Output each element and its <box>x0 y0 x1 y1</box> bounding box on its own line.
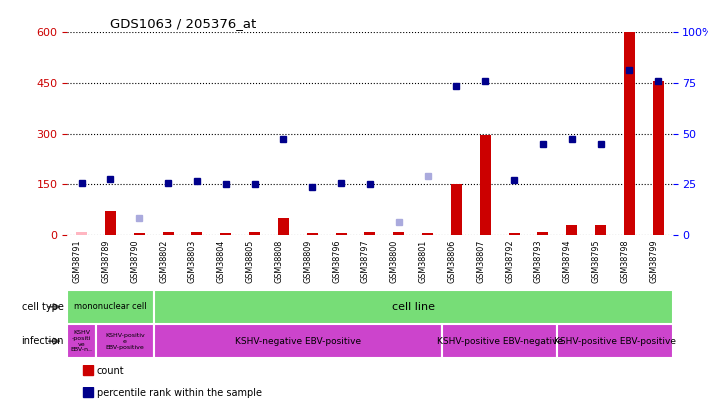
Bar <box>365 232 375 235</box>
Text: GSM38804: GSM38804 <box>217 239 226 283</box>
Text: KSHV-positive EBV-negative: KSHV-positive EBV-negative <box>437 337 563 346</box>
Bar <box>76 232 87 235</box>
Text: KSHV-positive EBV-positive: KSHV-positive EBV-positive <box>554 337 676 346</box>
Bar <box>451 184 462 235</box>
Text: GSM38797: GSM38797 <box>361 239 370 283</box>
Text: GSM38805: GSM38805 <box>246 239 255 283</box>
Text: GSM38791: GSM38791 <box>73 239 81 283</box>
Text: GSM38796: GSM38796 <box>332 239 341 283</box>
Bar <box>557 324 673 358</box>
Text: GSM38792: GSM38792 <box>505 239 514 283</box>
Text: GSM38809: GSM38809 <box>303 239 312 283</box>
Text: cell type: cell type <box>22 302 64 312</box>
Bar <box>508 233 520 235</box>
Bar <box>67 324 96 358</box>
Bar <box>96 324 154 358</box>
Bar <box>422 233 433 235</box>
Text: GSM38801: GSM38801 <box>418 239 428 283</box>
Text: GSM38808: GSM38808 <box>275 239 283 283</box>
Bar <box>653 81 663 235</box>
Bar <box>307 233 318 235</box>
Text: GSM38806: GSM38806 <box>447 239 457 283</box>
Bar <box>442 324 557 358</box>
Text: GSM38790: GSM38790 <box>130 239 139 283</box>
Text: GSM38800: GSM38800 <box>390 239 399 283</box>
Text: GSM38793: GSM38793 <box>534 239 543 283</box>
Text: GSM38803: GSM38803 <box>188 239 197 283</box>
Bar <box>278 218 289 235</box>
Bar <box>480 135 491 235</box>
Text: mononuclear cell: mononuclear cell <box>74 302 147 311</box>
Bar <box>154 290 673 324</box>
Bar <box>624 32 635 235</box>
Text: GSM38799: GSM38799 <box>649 239 658 283</box>
Text: KSHV
-positi
ve
EBV-n..: KSHV -positi ve EBV-n.. <box>71 330 93 352</box>
Text: GSM38798: GSM38798 <box>620 239 629 283</box>
Bar <box>154 324 442 358</box>
Bar <box>163 232 173 235</box>
Bar <box>105 211 116 235</box>
Text: cell line: cell line <box>392 302 435 312</box>
Bar <box>537 232 549 235</box>
Bar <box>134 233 145 235</box>
Text: count: count <box>97 366 125 375</box>
Text: GSM38807: GSM38807 <box>476 239 485 283</box>
Text: KSHV-positiv
e
EBV-positive: KSHV-positiv e EBV-positive <box>105 333 145 350</box>
Text: GSM38789: GSM38789 <box>101 239 110 283</box>
Bar <box>67 290 154 324</box>
Bar <box>393 232 404 235</box>
Text: percentile rank within the sample: percentile rank within the sample <box>97 388 262 398</box>
Bar <box>249 232 260 235</box>
Bar <box>191 232 202 235</box>
Bar <box>220 233 232 235</box>
Text: GDS1063 / 205376_at: GDS1063 / 205376_at <box>110 17 256 30</box>
Bar <box>76 232 87 235</box>
Bar <box>595 226 606 235</box>
Text: KSHV-negative EBV-positive: KSHV-negative EBV-positive <box>235 337 361 346</box>
Bar <box>566 225 577 235</box>
Text: infection: infection <box>21 336 64 346</box>
Text: GSM38802: GSM38802 <box>159 239 169 283</box>
Text: GSM38795: GSM38795 <box>592 239 600 283</box>
Bar <box>336 233 347 235</box>
Text: GSM38794: GSM38794 <box>563 239 572 283</box>
